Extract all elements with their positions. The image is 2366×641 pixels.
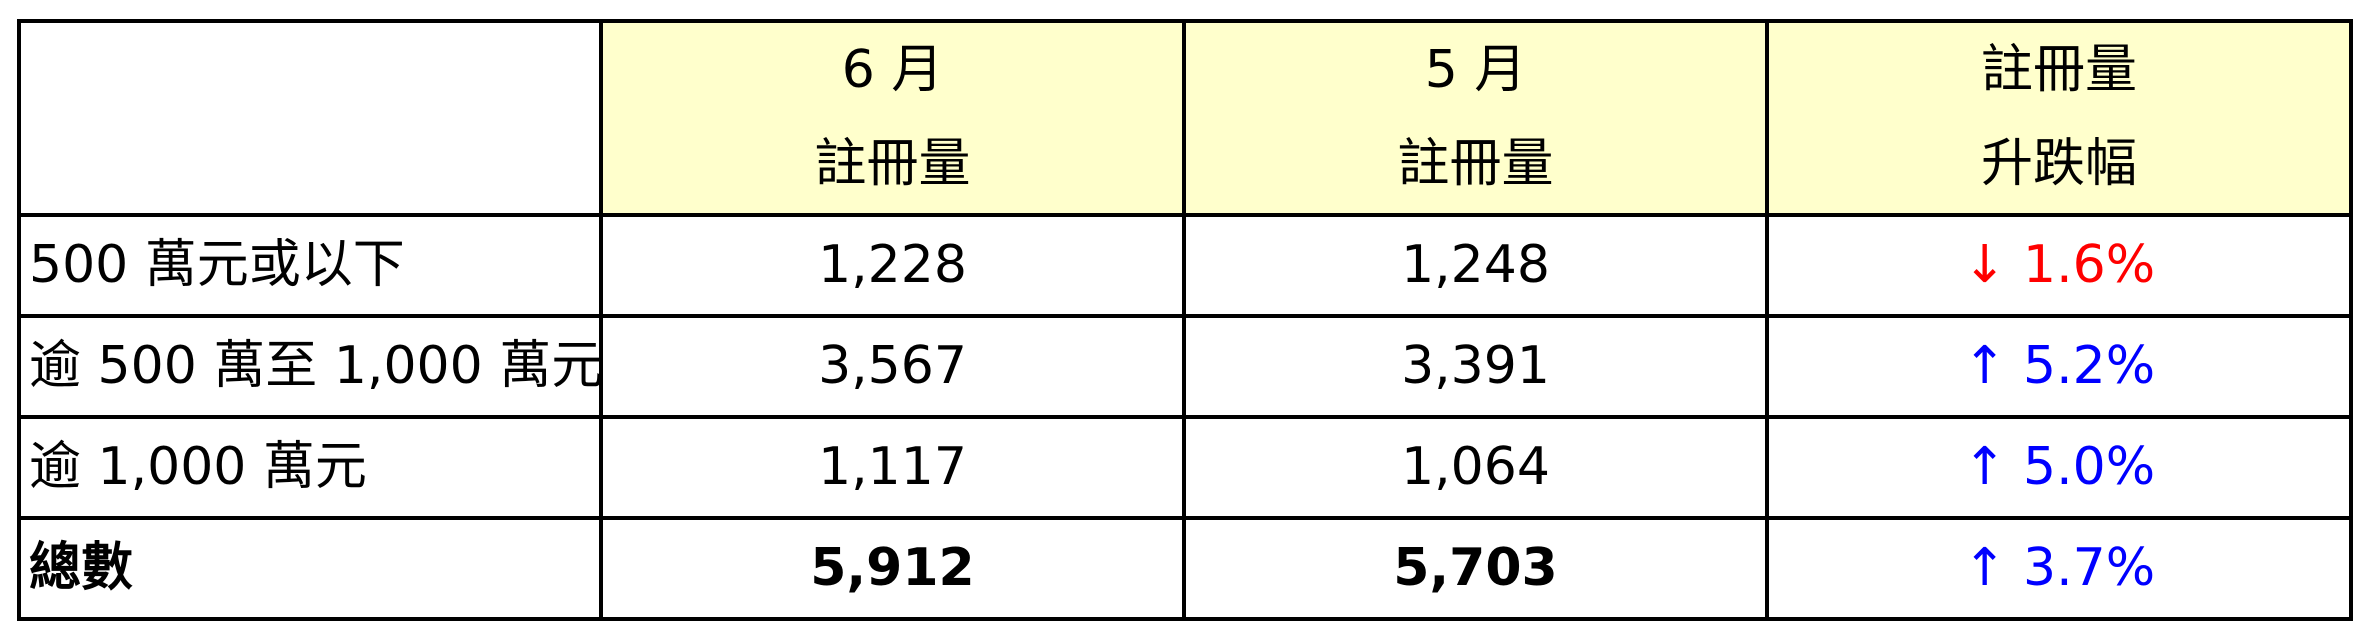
header-change-line1: 註冊量 xyxy=(1980,40,2137,101)
header-june-label: 註冊量 xyxy=(814,134,971,194)
may-value: 1,248 xyxy=(1182,213,1769,318)
header-june-month: 6 月 xyxy=(841,40,944,101)
may-total: 5,703 xyxy=(1182,516,1769,621)
june-value: 1,228 xyxy=(599,213,1186,318)
change-total: ↑ 3.7% xyxy=(1765,516,2353,621)
may-value: 3,391 xyxy=(1182,314,1769,419)
table-row: 逾 500 萬至 1,000 萬元 3,567 3,391 ↑ 5.2% xyxy=(17,314,2353,419)
table-row: 逾 1,000 萬元 1,117 1,064 ↑ 5.0% xyxy=(17,415,2353,520)
change-value: ↑ 5.0% xyxy=(1765,415,2353,520)
header-may: 5 月註冊量 xyxy=(1182,19,1769,217)
june-value: 1,117 xyxy=(599,415,1186,520)
header-june: 6 月註冊量 xyxy=(599,19,1186,217)
change-value: ↑ 5.2% xyxy=(1765,314,2353,419)
june-value: 3,567 xyxy=(599,314,1186,419)
total-row: 總數 5,912 5,703 ↑ 3.7% xyxy=(17,516,2353,621)
registration-table: 6 月註冊量 5 月註冊量 註冊量 升跌幅 500 萬元或以下 1,228 1,2… xyxy=(17,19,2353,621)
total-label: 總數 xyxy=(17,516,603,621)
may-value: 1,064 xyxy=(1182,415,1769,520)
change-value: ↓ 1.6% xyxy=(1765,213,2353,318)
row-label: 逾 500 萬至 1,000 萬元 xyxy=(17,314,603,419)
june-total: 5,912 xyxy=(599,516,1186,621)
table-row: 500 萬元或以下 1,228 1,248 ↓ 1.6% xyxy=(17,213,2353,318)
header-may-label: 註冊量 xyxy=(1397,134,1554,194)
header-change: 註冊量 升跌幅 xyxy=(1765,19,2353,217)
row-label: 500 萬元或以下 xyxy=(17,213,603,318)
header-change-line2: 升跌幅 xyxy=(1980,134,2137,194)
header-row: 6 月註冊量 5 月註冊量 註冊量 升跌幅 xyxy=(17,19,2353,217)
header-blank xyxy=(17,19,603,217)
header-may-month: 5 月 xyxy=(1424,40,1527,101)
row-label: 逾 1,000 萬元 xyxy=(17,415,603,520)
